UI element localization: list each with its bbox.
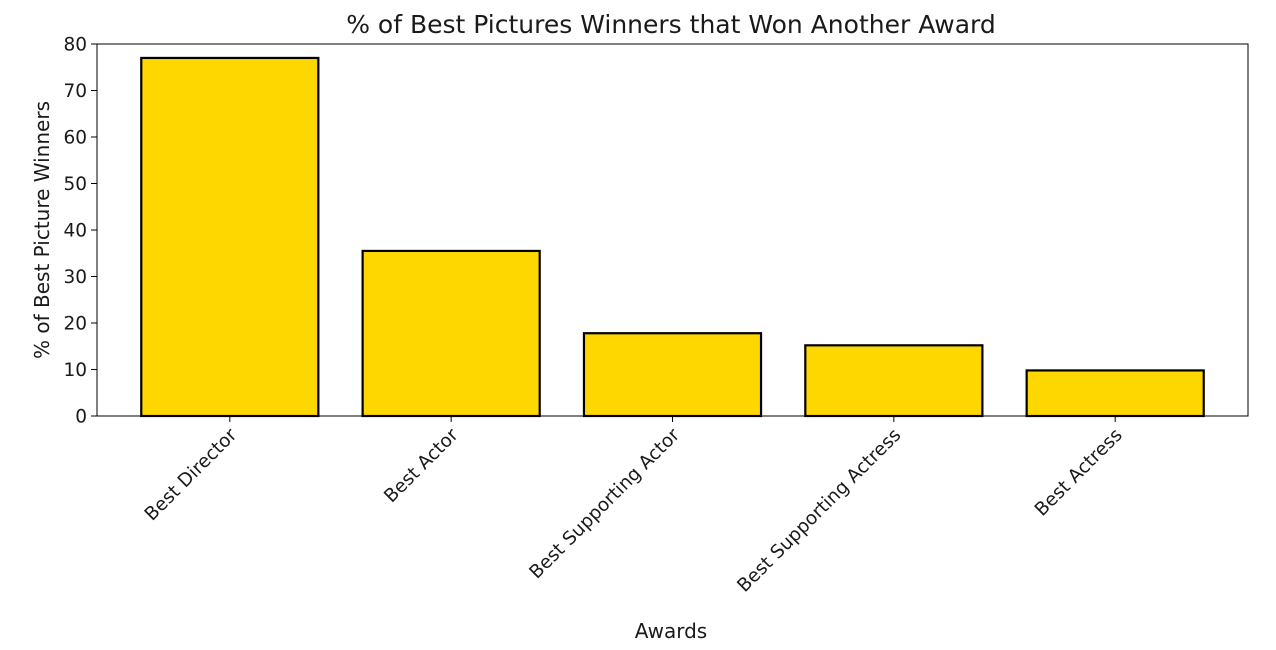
y-axis: 0 10 20 30 40 50 60 70 80 <box>63 35 97 428</box>
y-tick-label: 0 <box>75 407 87 428</box>
plot-frame <box>96 43 1249 417</box>
y-tick-label: 30 <box>63 267 87 288</box>
chart-title: % of Best Pictures Winners that Won Anot… <box>346 10 996 39</box>
x-tick-label: Best Actress <box>1031 425 1127 521</box>
x-tick-label: Best Supporting Actress <box>733 425 905 597</box>
bar-best-supporting-actress <box>804 344 984 418</box>
y-axis-label: % of Best Picture Winners <box>30 101 54 359</box>
x-tick-label: Best Supporting Actor <box>526 424 685 583</box>
x-axis: Best Director Best Actor Best Supporting A… <box>141 416 1127 597</box>
y-tick-label: 80 <box>63 35 87 56</box>
y-tick-label: 40 <box>63 221 87 242</box>
bar-best-actor <box>361 249 541 418</box>
bar-best-director <box>140 56 320 418</box>
y-tick-label: 10 <box>63 360 87 381</box>
bar-best-actress <box>1025 369 1205 418</box>
y-tick-label: 70 <box>63 81 87 102</box>
y-tick-label: 50 <box>63 174 87 195</box>
y-tick-label: 60 <box>63 128 87 149</box>
x-tick-label: Best Actor <box>380 424 463 507</box>
x-tick-label: Best Director <box>141 424 242 525</box>
bar-best-supporting-actor <box>582 332 763 418</box>
bars-layer <box>140 56 1205 418</box>
x-axis-label: Awards <box>635 619 707 643</box>
y-tick-label: 20 <box>63 314 87 335</box>
